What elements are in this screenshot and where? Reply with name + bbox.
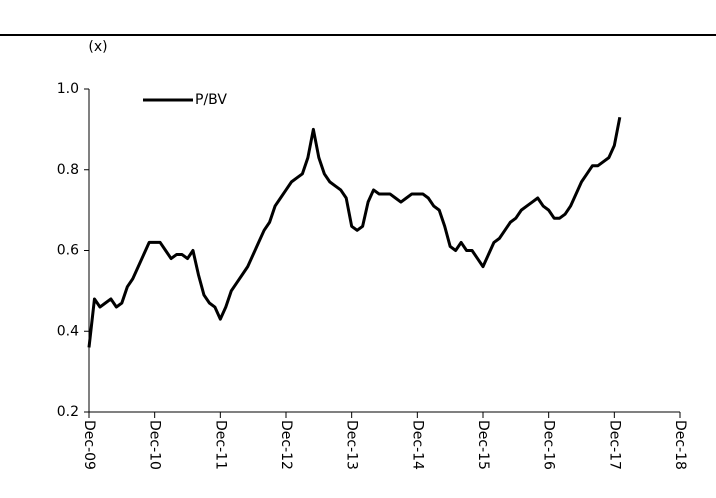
x-tick-label: Dec-18 (672, 420, 688, 470)
x-tick-label: Dec-12 (278, 420, 294, 470)
x-tick-label: Dec-11 (212, 420, 228, 470)
x-tick-label: Dec-09 (81, 420, 97, 470)
legend-label: P/BV (195, 92, 227, 108)
x-tick-label: Dec-17 (606, 420, 622, 470)
y-tick-label: 0.4 (57, 323, 79, 339)
y-axis-label: (x) (88, 39, 107, 55)
x-tick-label: Dec-10 (147, 420, 163, 470)
x-tick-label: Dec-13 (344, 420, 360, 470)
x-tick-label: Dec-16 (541, 420, 557, 470)
line-series (87, 116, 622, 348)
y-tick-label: 0.6 (57, 243, 79, 259)
y-tick-label: 1.0 (57, 81, 79, 97)
x-tick-label: Dec-14 (409, 420, 425, 470)
y-tick-label: 0.2 (57, 404, 79, 420)
x-tick-label: Dec-15 (475, 420, 491, 470)
y-tick-label: 0.8 (57, 162, 79, 178)
